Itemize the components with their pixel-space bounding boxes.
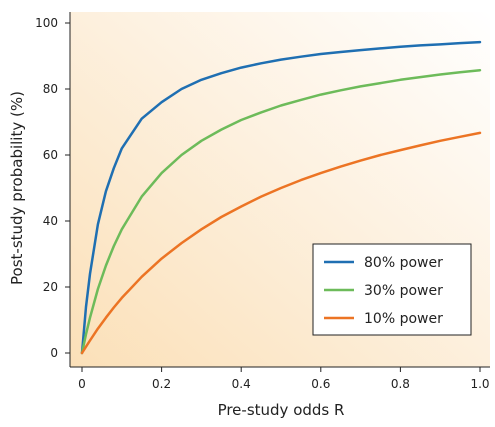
x-tick-label: 0.6 [311,377,330,391]
x-axis-title: Pre-study odds R [218,401,345,419]
legend-label-2: 30% power [364,283,443,299]
y-axis-title: Post-study probability (%) [8,91,26,285]
y-tick-label: 40 [43,214,58,228]
y-tick-label: 0 [50,346,58,360]
x-axis: 0 0.2 0.4 0.6 0.8 1.0 [70,366,490,391]
legend-label-1: 80% power [364,255,443,271]
series-line-1 [80,40,482,355]
x-tick-label: 0.4 [232,377,251,391]
y-tick-label: 80 [43,82,58,96]
legend-label-3: 10% power [364,311,443,327]
legend: 80% power 30% power 10% power [312,243,472,336]
series-line-2 [80,68,482,355]
series-layer [80,40,482,355]
y-tick-label: 60 [43,148,58,162]
series-line-3 [80,131,482,355]
y-tick-label: 20 [43,280,58,294]
x-tick-label: 0.8 [391,377,410,391]
y-axis: 0 20 40 60 80 100 [35,12,71,367]
y-tick-label: 100 [35,16,58,30]
x-tick-label: 0 [78,377,86,391]
x-tick-label: 1.0 [470,377,489,391]
x-tick-label: 0.2 [152,377,171,391]
